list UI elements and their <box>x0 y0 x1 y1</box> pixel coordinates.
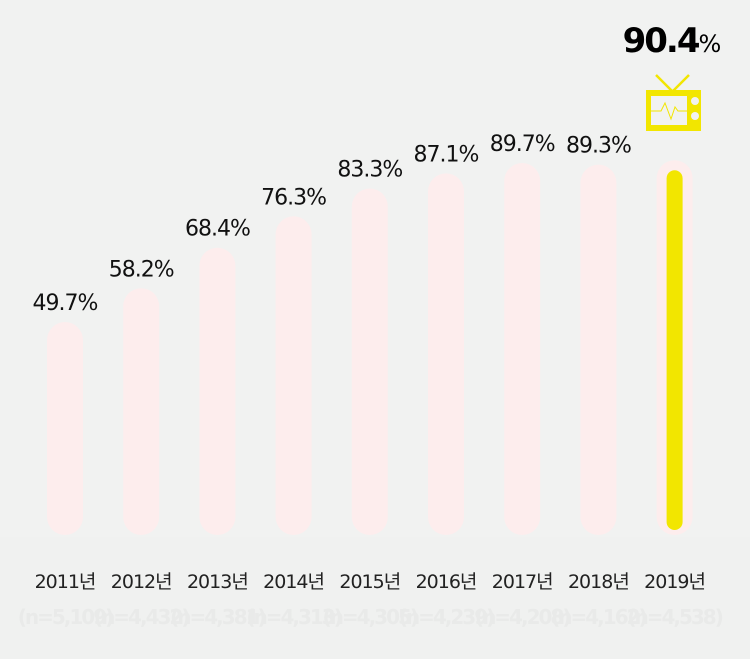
value-label-highlight: 90.4% <box>623 21 722 61</box>
bar-2 <box>199 247 236 535</box>
sample-size-label: (n=4,162) <box>551 605 646 629</box>
sample-size-label: (n=4,208) <box>475 605 570 629</box>
value-label: 87.1% <box>414 142 479 167</box>
value-label: 89.3% <box>566 134 631 159</box>
year-label: 2018년 <box>568 571 629 593</box>
year-label: 2014년 <box>263 571 324 593</box>
bar-4 <box>351 188 388 536</box>
value-label: 89.7% <box>490 132 555 157</box>
bar-0 <box>47 322 83 535</box>
sample-size-label: (n=4,305) <box>323 605 418 629</box>
bar-1 <box>123 288 160 535</box>
sample-size-label: (n=4,239) <box>399 605 494 629</box>
bar-3 <box>275 216 312 535</box>
bar-5 <box>428 173 464 535</box>
year-label: 2019년 <box>644 571 705 593</box>
value-label: 58.2% <box>109 257 174 282</box>
value-label: 76.3% <box>261 185 326 210</box>
bar-7 <box>580 164 617 535</box>
year-label: 2016년 <box>416 571 477 593</box>
axis-band <box>0 537 750 659</box>
value-label: 83.3% <box>337 157 402 182</box>
bar-highlight <box>666 170 683 530</box>
year-label: 2012년 <box>111 571 172 593</box>
sample-size-label: (n=4,313) <box>246 605 341 629</box>
bar-6 <box>504 163 541 536</box>
sample-size-label: (n=4,381) <box>170 605 265 629</box>
year-label: 2011년 <box>35 571 96 593</box>
year-label: 2015년 <box>339 571 400 593</box>
year-label: 2013년 <box>187 571 248 593</box>
sample-size-label: (n=5,109) <box>18 605 113 629</box>
sample-size-label: (n=4,432) <box>94 605 189 629</box>
value-label: 49.7% <box>33 291 98 316</box>
value-label: 68.4% <box>185 217 250 242</box>
sample-size-label: (n=4,538) <box>627 605 722 629</box>
year-label: 2017년 <box>492 571 553 593</box>
tv-icon <box>646 74 701 131</box>
